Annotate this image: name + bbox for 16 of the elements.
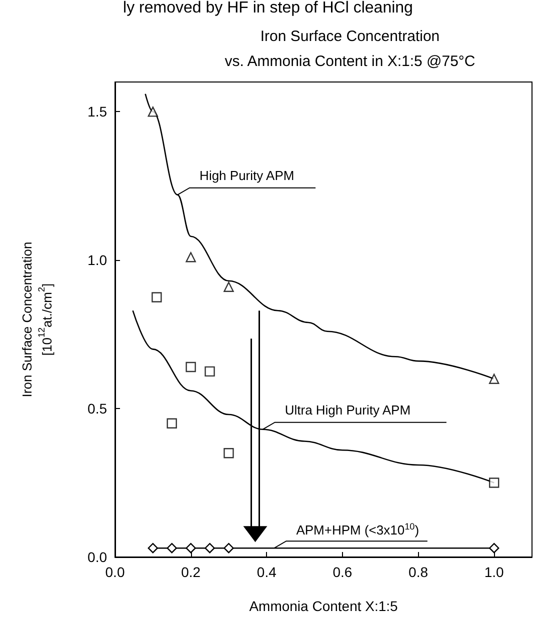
x-tick-label: 0.6 bbox=[332, 564, 352, 580]
x-tick-label: 0.8 bbox=[408, 564, 428, 580]
x-tick-label: 0.4 bbox=[256, 564, 277, 580]
x-tick-label: 1.0 bbox=[484, 564, 504, 580]
y-tick-label: 1.5 bbox=[88, 104, 108, 120]
y-tick-label: 1.0 bbox=[88, 252, 108, 268]
x-axis-title: Ammonia Content X:1:5 bbox=[249, 598, 398, 614]
x-tick-label: 0.2 bbox=[181, 564, 201, 580]
x-tick-label: 0.0 bbox=[105, 564, 125, 580]
text: ly removed by HF in step of HCl cleaning bbox=[123, 0, 413, 16]
chart-subtitle: vs. Ammonia Content in X:1:5 @75°C bbox=[224, 53, 476, 70]
annotation: High Purity APM bbox=[200, 168, 294, 183]
y-tick-label: 0.5 bbox=[88, 400, 108, 417]
y-tick-label: 0.0 bbox=[88, 549, 108, 565]
annotation: Ultra High Purity APM bbox=[284, 402, 411, 418]
chart-title: Iron Surface Concentration bbox=[260, 28, 440, 45]
